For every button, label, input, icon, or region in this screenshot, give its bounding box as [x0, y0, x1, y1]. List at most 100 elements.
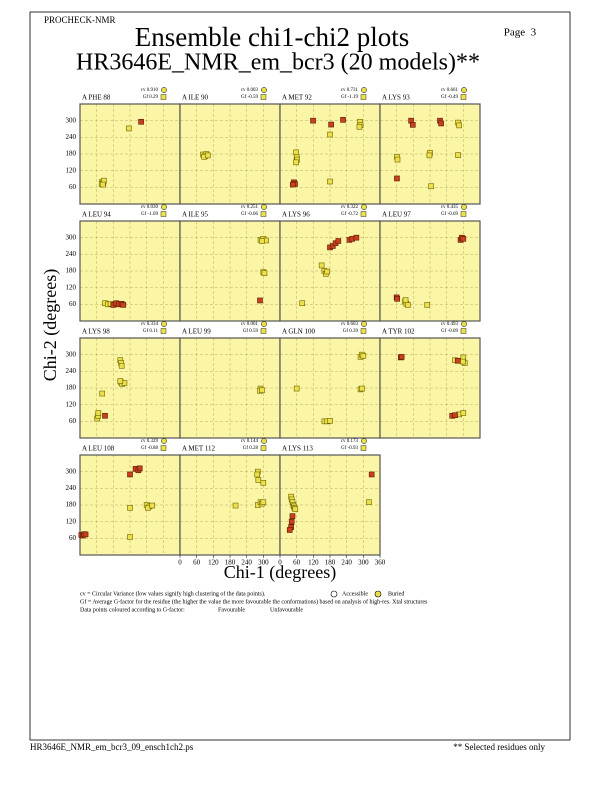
cv-label: cv 0.661 [441, 88, 459, 93]
data-point [117, 378, 124, 384]
gf-label: Gf -1.69 [141, 212, 158, 217]
residue-label: A LYS 113 [282, 445, 313, 453]
residue-label: A ILE 95 [182, 211, 209, 219]
data-point [455, 152, 461, 158]
cv-label: cv 0.251 [241, 205, 259, 210]
legend-colour: Data points coloured according to G-fact… [80, 606, 185, 613]
data-point [428, 183, 434, 190]
page-number: Page 3 [504, 27, 537, 39]
data-point [454, 357, 461, 364]
x-tick-label: 300 [358, 559, 369, 567]
gf-icon [160, 211, 167, 217]
cv-icon [261, 321, 267, 327]
data-point [438, 120, 444, 127]
y-tick-label: 60 [69, 417, 77, 425]
data-point [261, 270, 268, 277]
data-point [118, 362, 125, 369]
cv-label: cv 0.001 [241, 322, 259, 327]
y-axis-label: Chi-2 (degrees) [40, 269, 61, 381]
y-tick-label: 120 [66, 166, 77, 174]
cv-icon [261, 204, 267, 210]
y-tick-label: 120 [66, 283, 77, 291]
residue-label: A PHE 88 [82, 94, 111, 102]
data-point [353, 234, 360, 241]
gf-icon [160, 328, 167, 334]
x-tick-label: 180 [225, 559, 236, 567]
cv-icon [461, 321, 467, 327]
cv-label: cv 0.003 [241, 88, 259, 93]
legend-unfavourable: Unfavourable [270, 606, 303, 613]
data-point [293, 385, 300, 392]
y-tick-label: 180 [66, 501, 77, 509]
residue-label: A LEU 108 [82, 445, 115, 453]
cv-icon [361, 438, 367, 444]
cv-label: cv 0.493 [441, 322, 459, 327]
y-tick-label: 180 [66, 150, 77, 158]
data-point [204, 152, 211, 159]
legend-buried: Buried [388, 591, 404, 597]
data-point [460, 235, 467, 242]
data-point [409, 122, 416, 128]
gf-icon [360, 445, 367, 451]
footer-note: ** Selected residues only [453, 742, 545, 752]
y-tick-label: 240 [66, 367, 77, 375]
data-point [460, 410, 467, 416]
data-point [452, 412, 458, 419]
y-tick-label: 240 [66, 133, 77, 141]
data-point [402, 297, 409, 303]
data-point [293, 159, 299, 166]
data-point [289, 513, 296, 519]
data-point [260, 499, 267, 506]
cv-label: cv 0.030 [141, 205, 159, 210]
data-point [255, 477, 262, 483]
data-point [398, 354, 405, 360]
x-tick-label: 240 [241, 559, 252, 567]
cv-icon [461, 87, 467, 93]
data-point [394, 175, 400, 182]
data-point [99, 181, 106, 188]
footer-file: HR3646E_NMR_em_bcr3_09_ensch1ch2.ps [30, 742, 194, 752]
legend-accessible: Accessible [342, 591, 368, 597]
residue-label: A LYS 98 [82, 328, 110, 336]
gf-label: Gf 0.39 [343, 329, 359, 334]
x-tick-label: 180 [325, 559, 336, 567]
x-tick-label: 240 [341, 559, 352, 567]
data-point [95, 410, 102, 416]
legend-favourable: Favourable [218, 607, 245, 613]
cv-icon [361, 87, 367, 93]
y-tick-label: 240 [66, 484, 77, 492]
data-point [286, 527, 293, 533]
data-point [366, 499, 372, 506]
residue-label: A LEU 99 [182, 328, 211, 336]
residue-label: A LEU 97 [382, 211, 411, 219]
subtitle: HR3646E_NMR_em_bcr3 (20 models)** [76, 50, 480, 76]
data-point [299, 300, 306, 307]
data-point [232, 502, 239, 509]
data-point [254, 471, 261, 478]
y-tick-label: 300 [66, 233, 77, 241]
data-point [99, 390, 106, 397]
residue-label: A TYR 102 [382, 328, 415, 336]
data-point [318, 262, 325, 269]
y-tick-label: 60 [69, 534, 77, 542]
gf-label: Gf 0.29 [143, 95, 159, 100]
x-tick-label: 0 [278, 559, 282, 567]
gf-label: Gf 0.11 [143, 329, 159, 334]
data-point [259, 238, 265, 244]
cv-icon [361, 321, 367, 327]
cv-label: cv 0.910 [141, 88, 159, 93]
data-point [328, 121, 334, 128]
data-point [394, 295, 401, 302]
data-point [149, 502, 156, 509]
gf-icon [160, 445, 167, 451]
gf-label: Gf -0.93 [341, 446, 358, 451]
data-point [127, 504, 133, 511]
data-point [327, 178, 333, 185]
gf-label: Gf 0.28 [243, 446, 259, 451]
residue-label: A MET 92 [282, 94, 312, 102]
data-point [260, 479, 267, 486]
cv-label: cv 0.322 [341, 205, 359, 210]
gf-icon [360, 328, 367, 334]
data-point [127, 534, 133, 540]
